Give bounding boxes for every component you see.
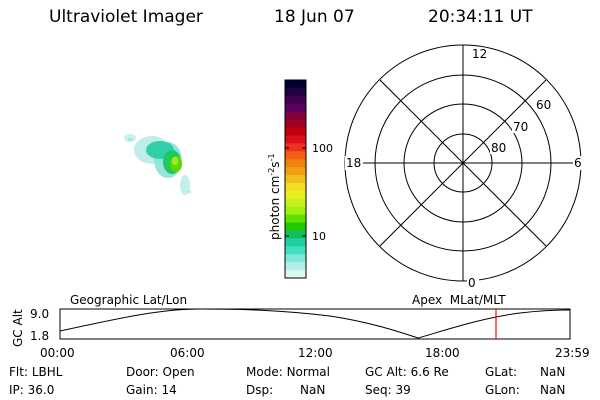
colorbar-segment [285, 103, 306, 113]
info-gc-alt: GC Alt: 6.6 Re [365, 365, 449, 379]
timeline-axis-label: GC Alt [11, 309, 25, 347]
info-glon-value: NaN [540, 383, 566, 397]
orbit-altitude-curve [59, 308, 571, 339]
colorbar-segment [285, 111, 306, 121]
instrument-title: Ultraviolet Imager [49, 7, 203, 27]
colorbar-segment [285, 151, 306, 160]
colorbar-segment [285, 214, 306, 224]
colorbar-segment [285, 80, 306, 89]
image-time: 20:34:11 UT [428, 7, 533, 27]
timeline-frame [59, 308, 571, 340]
mlt-label-18: 18 [346, 156, 361, 170]
colorbar-segment [285, 238, 306, 247]
info-glon: GLon: [485, 383, 520, 397]
colorbar-segment [285, 143, 306, 152]
polar-grid [344, 44, 582, 282]
timeline-xtick-1800: 18:00 [425, 346, 460, 360]
timeline-xtick-0000: 00:00 [40, 346, 75, 360]
colorbar-label: photon cm-2s-1 [267, 153, 282, 240]
colorbar [285, 80, 306, 279]
colorbar-segment [285, 222, 306, 232]
timeline-xtick-2359: 23:59 [555, 346, 590, 360]
info-dsp: Dsp: [246, 383, 274, 397]
colorbar-segment [285, 159, 306, 168]
timeline-apex-title: Apex MLat/MLT [412, 293, 506, 307]
colorbar-frame [284, 79, 307, 279]
colorbar-segment [285, 175, 306, 184]
timeline-ytick-1: 1.8 [30, 329, 49, 343]
colorbar-segment [285, 246, 306, 255]
colorbar-segment [285, 206, 306, 216]
info-glat-value: NaN [540, 365, 566, 379]
colorbar-segment [285, 95, 306, 105]
timeline-geographic-title: Geographic Lat/Lon [70, 293, 187, 307]
info-glat: GLat: [485, 365, 518, 379]
info-door: Door: Open [126, 365, 195, 379]
colorbar-segment [285, 270, 306, 279]
lat-label-80: 80 [491, 141, 506, 155]
colorbar-segment [285, 119, 306, 129]
colorbar-segment [285, 182, 306, 192]
colorbar-segment [285, 135, 306, 144]
colorbar-tick-label-10: 10 [312, 230, 326, 243]
mlt-label-12: 12 [472, 47, 487, 61]
info-flt: Flt: LBHL [9, 365, 63, 379]
lat-label-70: 70 [513, 120, 528, 134]
timeline-xtick-0600: 06:00 [170, 346, 205, 360]
colorbar-tick-label-100: 100 [312, 142, 333, 155]
timeline-ytick-9: 9.0 [30, 307, 49, 321]
info-seq: Seq: 39 [365, 383, 411, 397]
info-gain: Gain: 14 [126, 383, 177, 397]
colorbar-segment [285, 254, 306, 263]
info-dsp-value: NaN [300, 383, 326, 397]
info-ip: IP: 36.0 [9, 383, 55, 397]
colorbar-segment [285, 87, 306, 97]
aurora-image [124, 134, 191, 195]
mlt-label-0: 0 [468, 276, 476, 290]
mlt-label-6: 6 [574, 156, 582, 170]
colorbar-segment [285, 190, 306, 200]
info-mode: Mode: Normal [246, 365, 330, 379]
image-date: 18 Jun 07 [274, 7, 355, 27]
colorbar-segment [285, 127, 306, 137]
colorbar-segment [285, 167, 306, 176]
lat-label-60: 60 [536, 98, 551, 112]
colorbar-segment [285, 198, 306, 208]
colorbar-segment [285, 230, 306, 239]
timeline-xtick-1200: 12:00 [298, 346, 333, 360]
colorbar-segment [285, 262, 306, 271]
